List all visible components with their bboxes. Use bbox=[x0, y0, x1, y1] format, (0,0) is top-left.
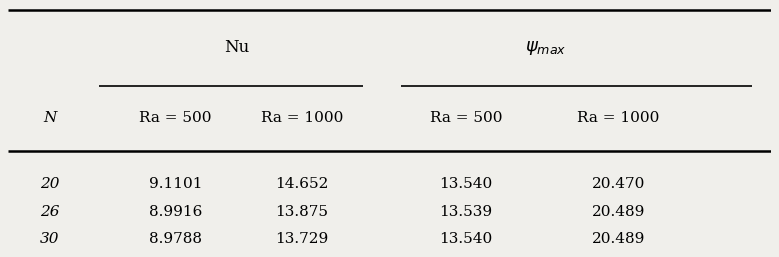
Text: 20.489: 20.489 bbox=[592, 205, 645, 219]
Text: Ra = 1000: Ra = 1000 bbox=[260, 112, 343, 125]
Text: Ra = 500: Ra = 500 bbox=[139, 112, 212, 125]
Text: Ra = 500: Ra = 500 bbox=[429, 112, 502, 125]
Text: 8.9788: 8.9788 bbox=[150, 232, 203, 246]
Text: Nu: Nu bbox=[224, 39, 249, 56]
Text: 13.539: 13.539 bbox=[439, 205, 492, 219]
Text: 13.540: 13.540 bbox=[439, 177, 492, 191]
Text: 30: 30 bbox=[40, 232, 59, 246]
Text: 20.489: 20.489 bbox=[592, 232, 645, 246]
Text: 20.470: 20.470 bbox=[592, 177, 645, 191]
Text: 20: 20 bbox=[40, 177, 59, 191]
Text: 26: 26 bbox=[40, 205, 59, 219]
Text: 13.540: 13.540 bbox=[439, 232, 492, 246]
Text: N: N bbox=[43, 112, 56, 125]
Text: 13.729: 13.729 bbox=[275, 232, 328, 246]
Text: $\psi_{max}$: $\psi_{max}$ bbox=[525, 39, 567, 57]
Text: 8.9916: 8.9916 bbox=[149, 205, 203, 219]
Text: Ra = 1000: Ra = 1000 bbox=[577, 112, 660, 125]
Text: 14.652: 14.652 bbox=[275, 177, 329, 191]
Text: 13.875: 13.875 bbox=[275, 205, 328, 219]
Text: 9.1101: 9.1101 bbox=[149, 177, 203, 191]
